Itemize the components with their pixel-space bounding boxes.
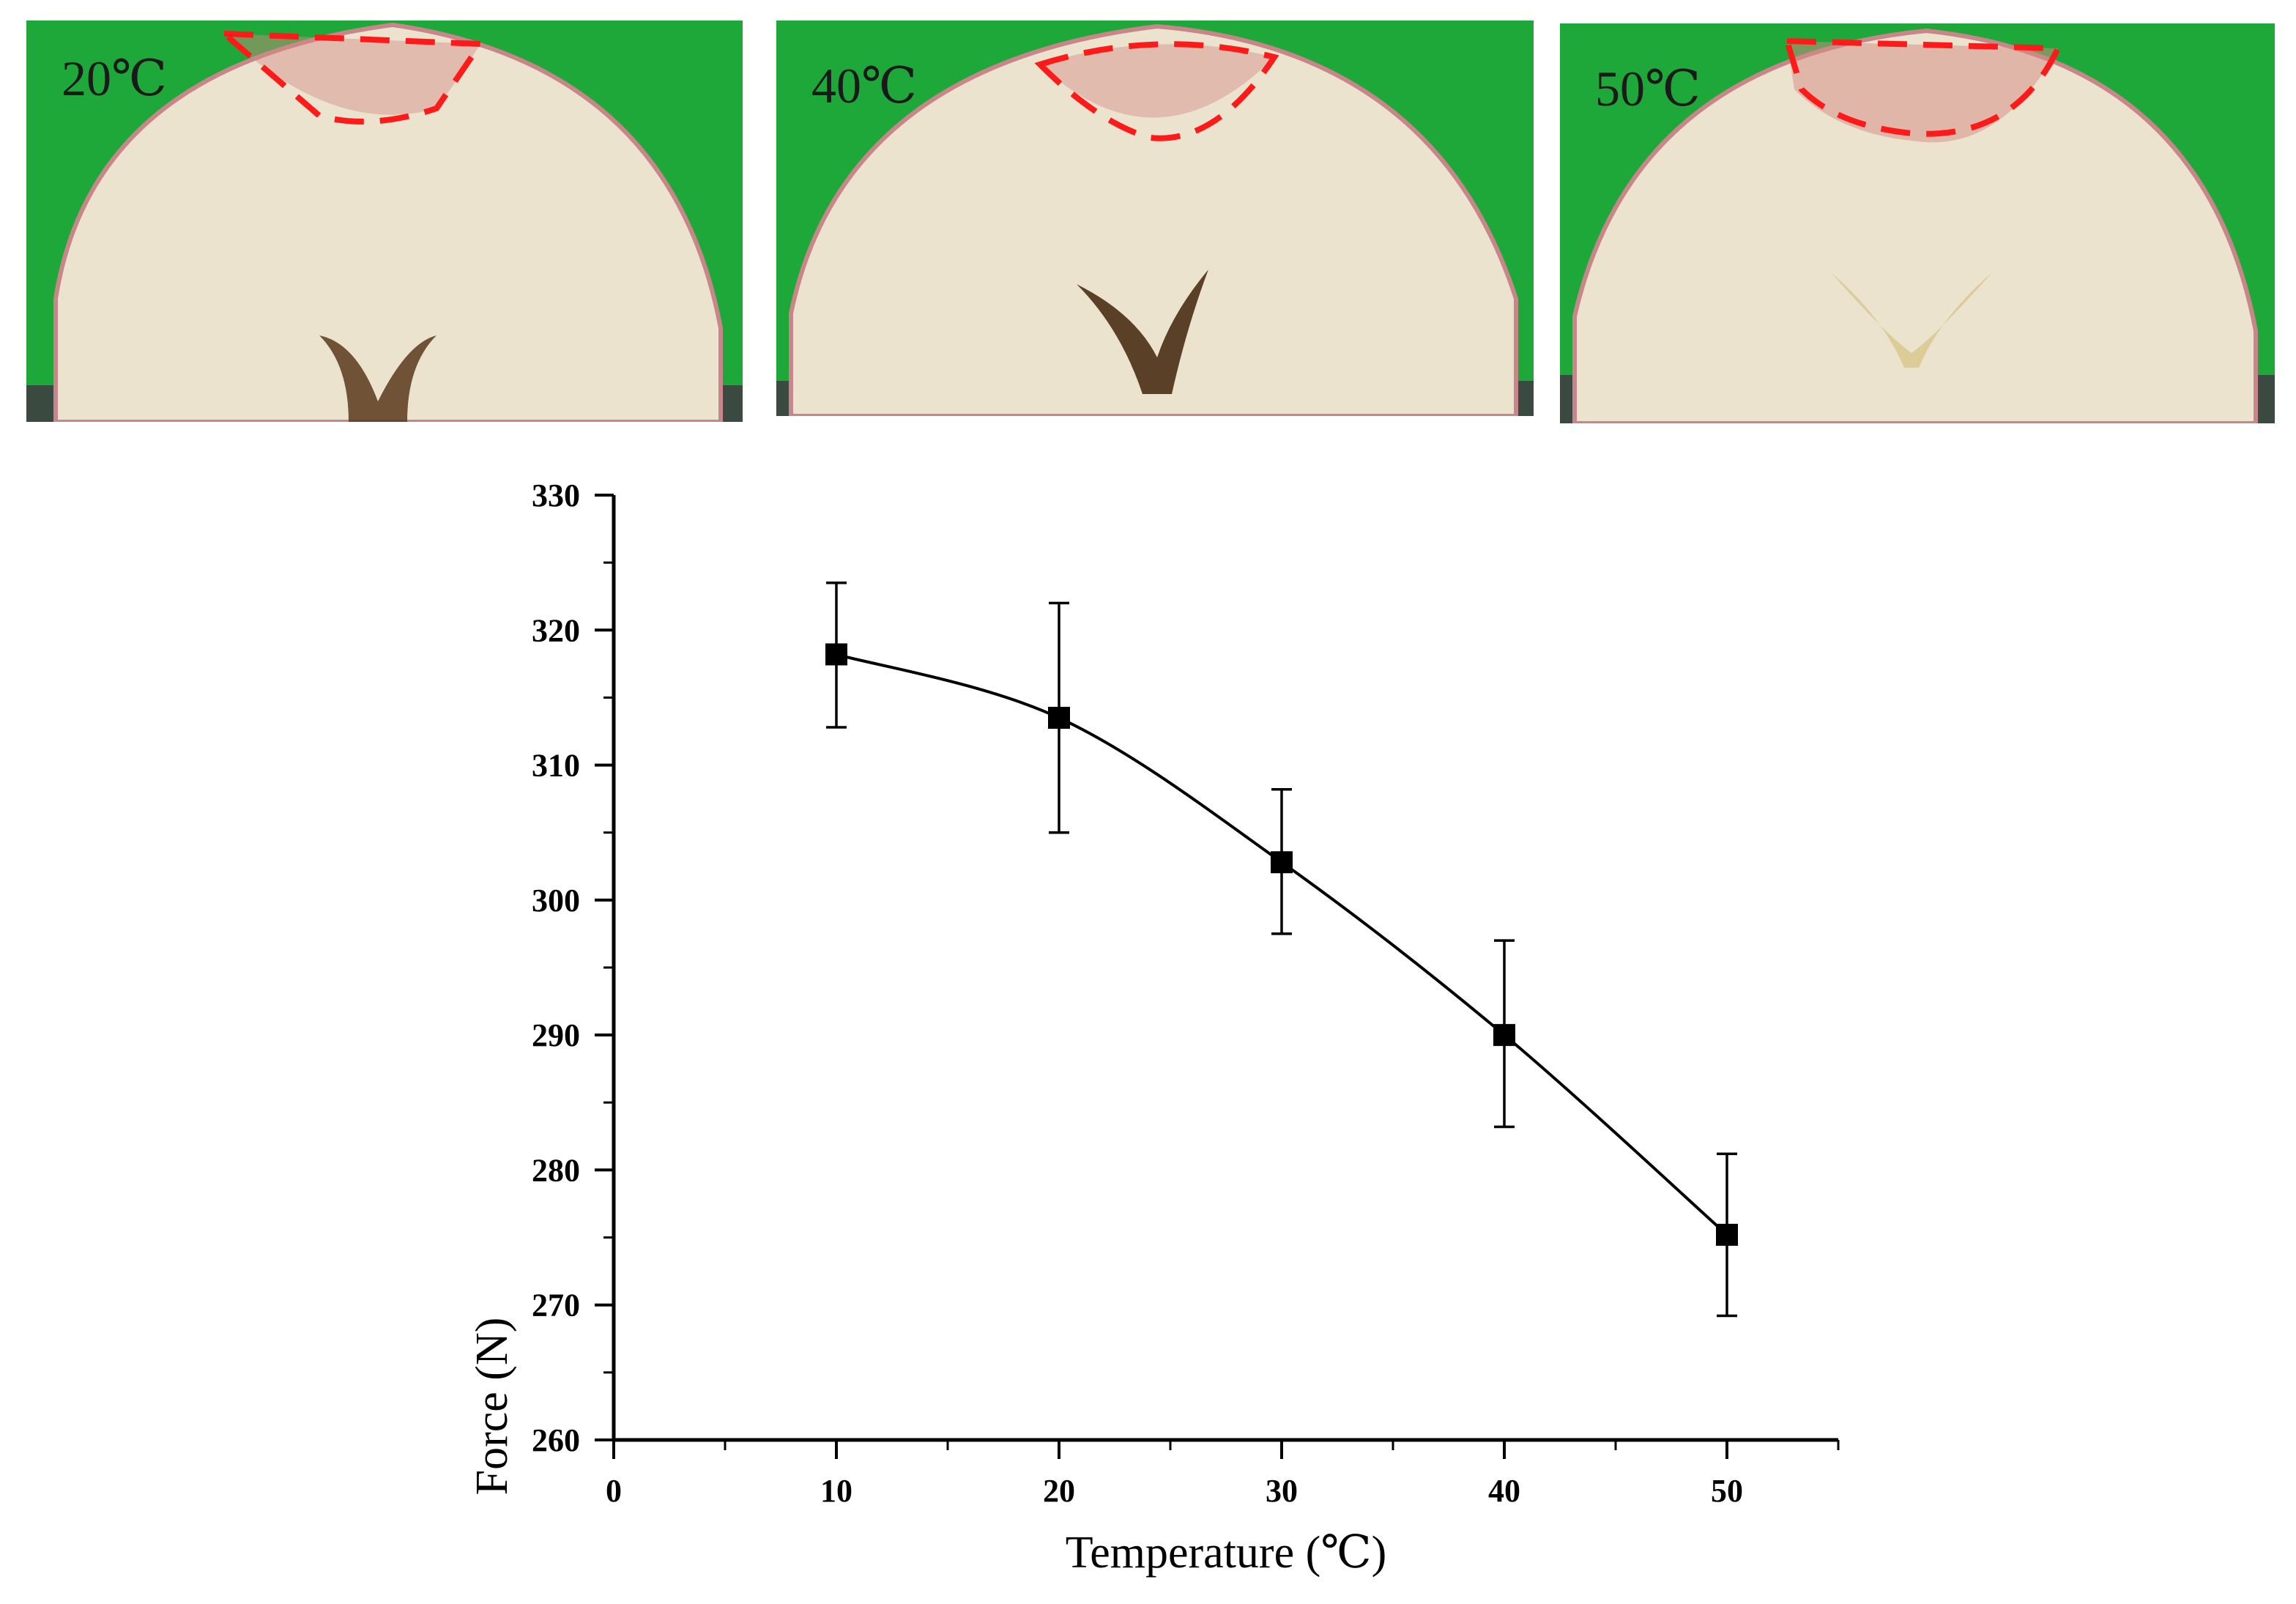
data-point-10	[825, 643, 847, 666]
photo-label-40c: 40℃	[811, 58, 918, 114]
chart-plot-area	[825, 582, 1738, 1318]
y-tick-label-290: 290	[532, 1017, 580, 1053]
x-tick-label-40: 40	[1488, 1473, 1520, 1509]
apple-photo-40c: 40℃	[776, 21, 1534, 416]
apple-photo-20c-drawing	[26, 21, 743, 422]
y-tick-label-320: 320	[532, 612, 580, 648]
data-point-50	[1716, 1223, 1738, 1246]
y-tick-label-310: 310	[532, 748, 580, 784]
data-point-20	[1048, 707, 1070, 729]
x-axis-title: Temperature (℃)	[1066, 1528, 1387, 1578]
photo-label-50c: 50℃	[1595, 61, 1701, 116]
data-point-40	[1493, 1024, 1515, 1047]
y-tick-label-260: 260	[532, 1422, 580, 1458]
y-tick-label-300: 300	[532, 883, 580, 918]
y-axis-title: Force (N)	[467, 1318, 517, 1496]
x-tick-label-20: 20	[1043, 1473, 1075, 1509]
force-temperature-chart: 260 270 280 290 300 310 320 330 0 10 20 30 40 50 Temp…	[467, 478, 1840, 1578]
x-tick-label-50: 50	[1711, 1473, 1743, 1509]
x-tick-label-10: 10	[820, 1473, 852, 1509]
y-tick-label-270: 270	[532, 1288, 580, 1323]
photo-label-20c: 20℃	[62, 51, 168, 106]
chart-axes: 260 270 280 290 300 310 320 330 0 10 20 30 40 50	[532, 478, 1840, 1509]
data-point-30	[1271, 851, 1293, 874]
apple-photo-50c: 50℃	[1560, 23, 2275, 423]
y-tick-label-280: 280	[532, 1152, 580, 1188]
x-tick-label-30: 30	[1266, 1473, 1298, 1509]
apple-photo-40c-drawing	[776, 21, 1534, 416]
y-tick-label-330: 330	[532, 478, 580, 513]
apple-photo-20c: 20℃	[26, 21, 743, 422]
apple-photo-50c-drawing	[1560, 23, 2275, 423]
fit-curve	[836, 653, 1728, 1236]
x-tick-label-0: 0	[606, 1473, 622, 1509]
